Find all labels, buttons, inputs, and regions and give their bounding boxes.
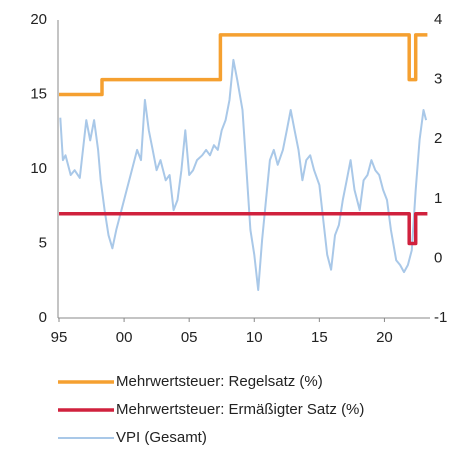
- y-tick-label: 15: [30, 85, 47, 102]
- legend-label: Mehrwertsteuer: Regelsatz (%): [116, 373, 323, 390]
- series-line: [59, 58, 428, 291]
- y2-tick-label: 3: [434, 71, 442, 88]
- x-tick-label: 00: [116, 329, 133, 346]
- x-tick-label: 05: [181, 329, 198, 346]
- x-tick-label: 15: [311, 329, 328, 346]
- x-tick-label: 20: [376, 329, 393, 346]
- series-line: [59, 211, 428, 246]
- y-tick-label: 10: [30, 160, 47, 177]
- legend-label: VPI (Gesamt): [116, 429, 207, 446]
- series-line: [59, 33, 428, 97]
- y2-tick-label: 1: [434, 190, 442, 207]
- y2-tick-label: 0: [434, 249, 442, 266]
- y-tick-label: 20: [30, 11, 47, 28]
- y-tick-label: 5: [39, 234, 47, 251]
- y2-tick-label: -1: [434, 309, 447, 326]
- y2-tick-label: 2: [434, 130, 442, 147]
- x-tick-label: 95: [51, 329, 68, 346]
- y-tick-label: 0: [39, 309, 47, 326]
- x-tick-label: 10: [246, 329, 263, 346]
- legend-label: Mehrwertsteuer: Ermäßigter Satz (%): [116, 401, 364, 418]
- y2-tick-label: 4: [434, 11, 442, 28]
